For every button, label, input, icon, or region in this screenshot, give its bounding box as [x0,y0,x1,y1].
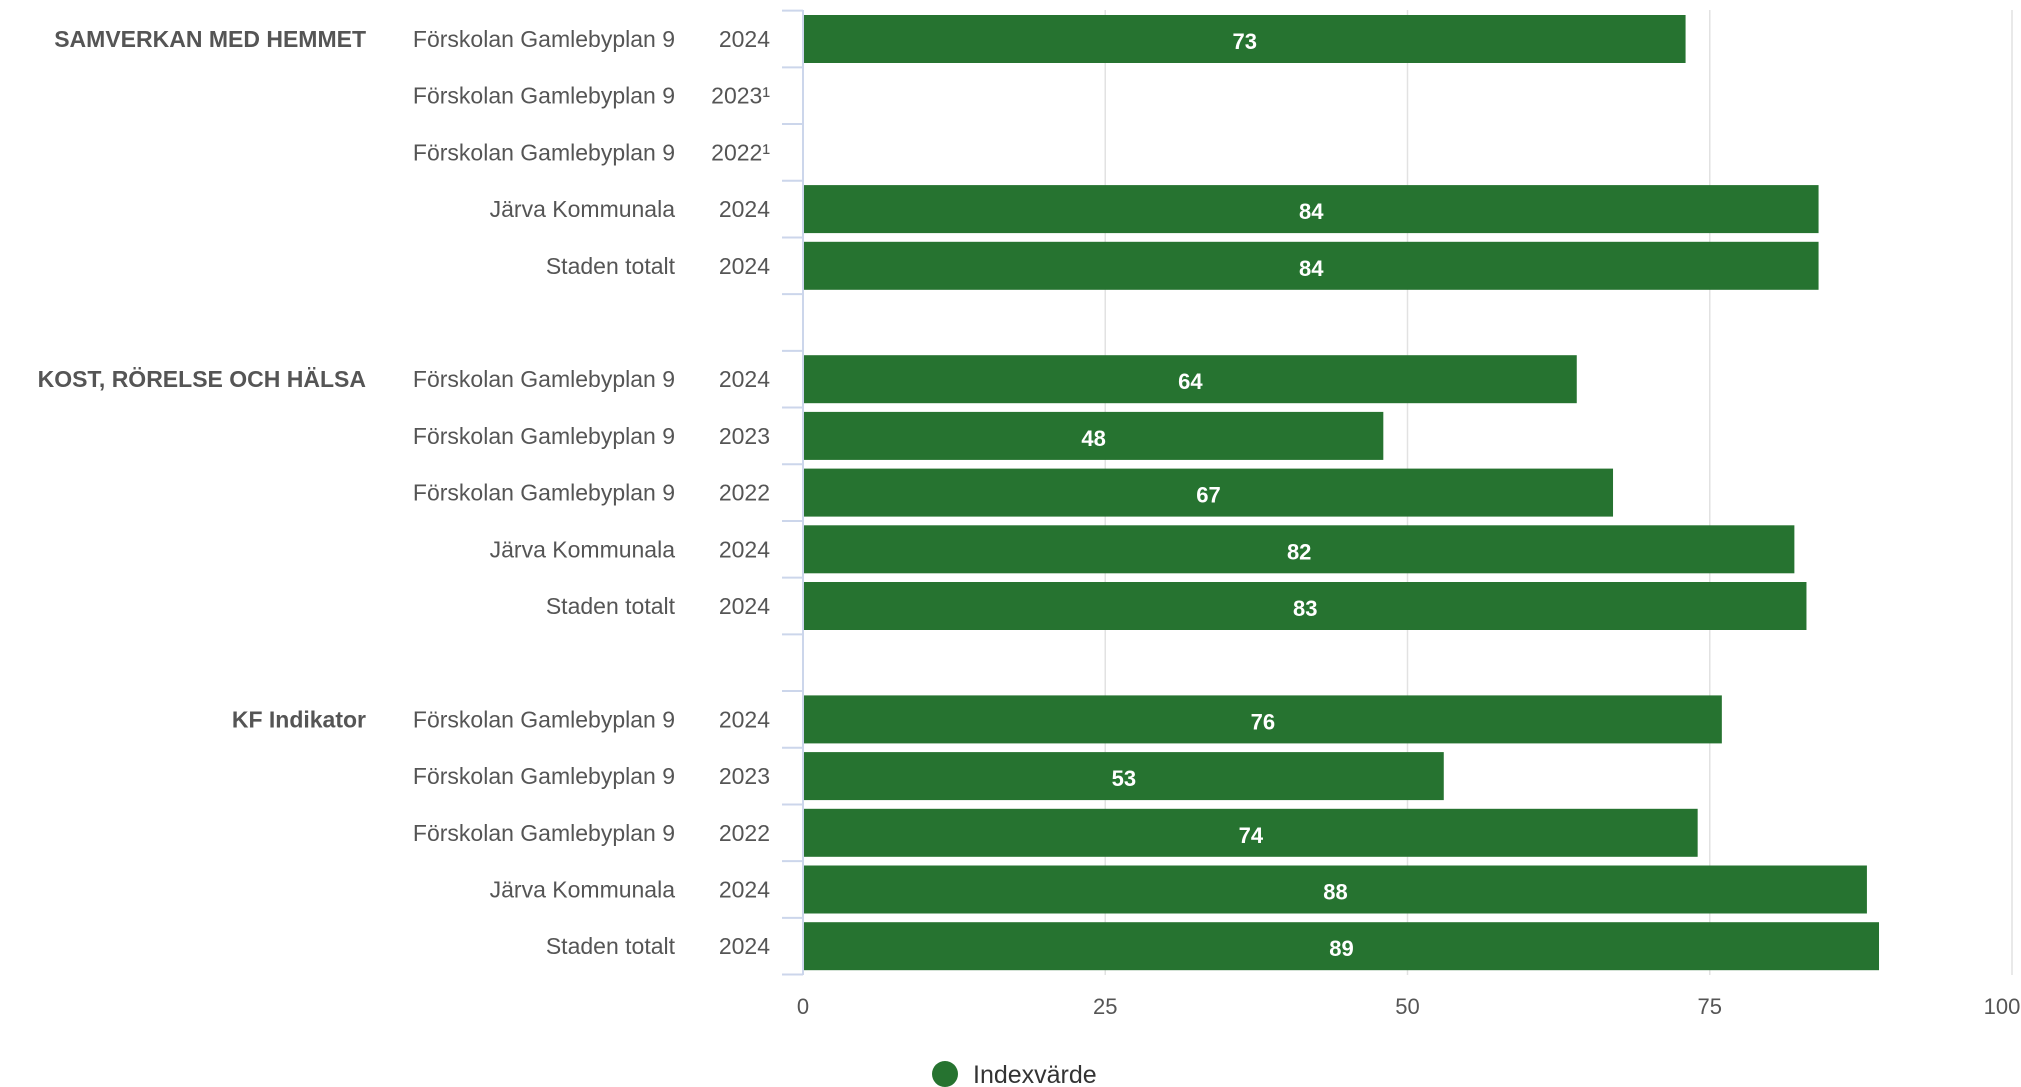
bars: 73 84 84 64 48 67 82 83 76 53 74 88 89 [804,15,1880,971]
year-label: 2024 [719,536,770,562]
year-label: 2023 [719,423,770,449]
unit-label: Järva Kommunala [490,536,676,562]
year-label: 2022 [719,480,770,506]
data-label: 88 [1323,880,1347,905]
unit-label: Förskolan Gamlebyplan 9 [413,706,675,732]
year-label: 2022¹ [711,139,770,165]
x-axis-ticks: 0 25 50 75 100 [797,994,2020,1019]
year-label: 2022 [719,820,770,846]
bar[interactable] [804,752,1444,801]
unit-label: Förskolan Gamlebyplan 9 [413,820,675,846]
data-label: 82 [1287,539,1311,564]
data-label: 89 [1329,936,1353,961]
data-label: 64 [1178,369,1203,394]
legend-marker-icon [932,1061,958,1087]
bar[interactable] [804,525,1795,574]
year-label: 2024 [719,26,770,52]
bar[interactable] [804,865,1867,914]
year-label: 2023 [719,763,770,789]
unit-label: Staden totalt [546,933,676,959]
x-tick-label: 0 [797,994,809,1019]
unit-label: Järva Kommunala [490,877,676,903]
data-label: 53 [1112,766,1136,791]
x-tick-label: 75 [1698,994,1722,1019]
row-labels: SAMVERKAN MED HEMMET Förskolan Gamlebypla… [38,26,771,959]
bar[interactable] [804,808,1698,857]
bar[interactable] [804,695,1722,744]
unit-label: Järva Kommunala [490,196,676,222]
data-label: 48 [1081,426,1105,451]
legend-label: Indexvärde [973,1061,1097,1087]
bar[interactable] [804,922,1880,971]
data-label: 84 [1299,199,1324,224]
year-label: 2024 [719,593,770,619]
bar[interactable] [804,355,1577,404]
legend[interactable]: Indexvärde [932,1061,1097,1087]
unit-label: Förskolan Gamlebyplan 9 [413,366,675,392]
unit-label: Staden totalt [546,593,676,619]
row-separators [782,9,804,976]
unit-label: Förskolan Gamlebyplan 9 [413,423,675,449]
year-label: 2024 [719,253,770,279]
bar[interactable] [804,468,1614,517]
year-label: 2024 [719,366,770,392]
unit-label: Förskolan Gamlebyplan 9 [413,139,675,165]
data-label: 67 [1196,483,1220,508]
year-label: 2024 [719,877,770,903]
bar[interactable] [804,582,1807,630]
year-label: 2024 [719,706,770,732]
unit-label: Staden totalt [546,253,676,279]
unit-label: Förskolan Gamlebyplan 9 [413,26,675,52]
year-label: 2024 [719,196,770,222]
x-tick-label: 50 [1395,994,1419,1019]
category-label: KF Indikator [232,706,366,732]
x-tick-label: 25 [1093,994,1117,1019]
unit-label: Förskolan Gamlebyplan 9 [413,763,675,789]
data-label: 74 [1239,823,1264,848]
bar[interactable] [804,411,1384,460]
data-label: 84 [1299,256,1324,281]
data-label: 76 [1251,709,1275,734]
bar[interactable] [804,241,1819,290]
unit-label: Förskolan Gamlebyplan 9 [413,480,675,506]
category-label: KOST, RÖRELSE OCH HÄLSA [38,366,366,392]
year-label: 2024 [719,933,770,959]
data-label: 73 [1233,29,1257,54]
data-label: 83 [1293,596,1317,621]
bar[interactable] [804,185,1819,234]
category-label: SAMVERKAN MED HEMMET [54,26,366,52]
year-label: 2023¹ [711,83,770,109]
x-tick-label: 100 [1984,994,2021,1019]
bar[interactable] [804,15,1686,63]
unit-label: Förskolan Gamlebyplan 9 [413,83,675,109]
